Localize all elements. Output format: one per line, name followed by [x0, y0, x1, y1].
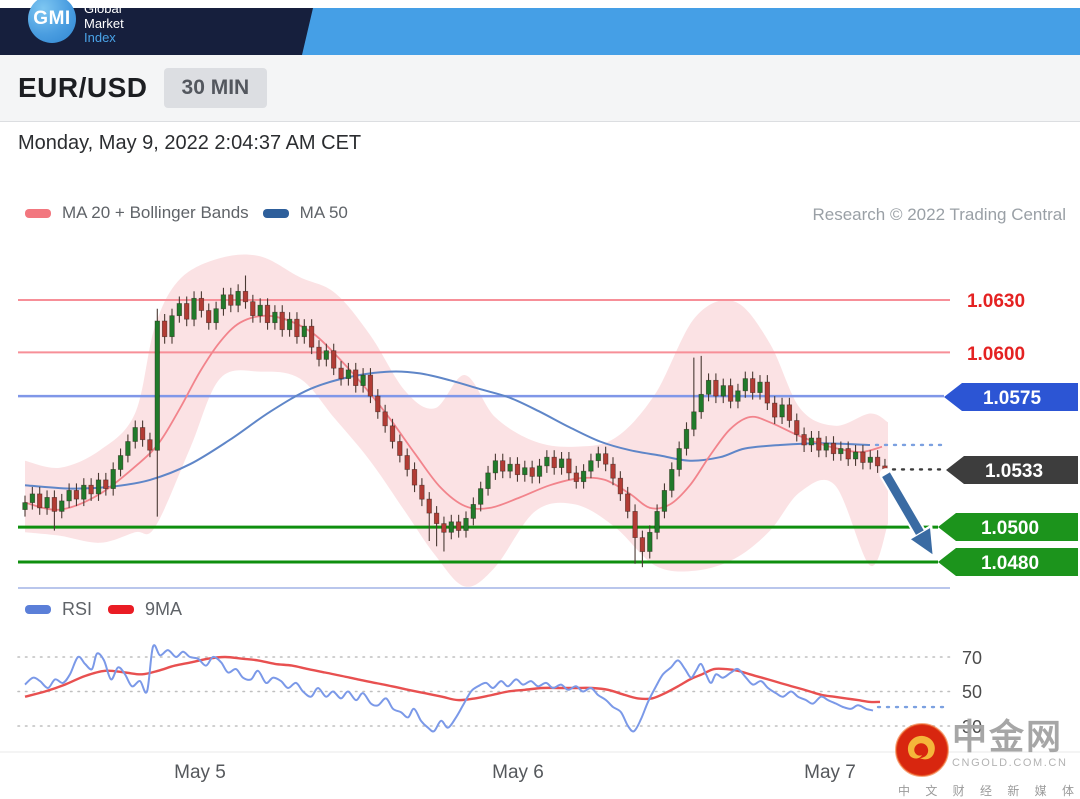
rsi-legend-swatch	[25, 605, 51, 614]
ma50-legend-swatch	[262, 208, 289, 218]
timeframe-badge[interactable]: 30 MIN	[163, 68, 268, 108]
legend-item-9ma: 9MA	[108, 599, 182, 620]
gmi-logo: GMI	[28, 0, 76, 43]
ma9-legend-label: 9MA	[145, 599, 183, 619]
header-bar	[0, 8, 1080, 55]
symbol-bar: EUR/USD 30 MIN	[0, 55, 1080, 122]
ma50-legend-label: MA 50	[299, 203, 348, 222]
last-price-label: 1.0533	[985, 461, 1043, 482]
legend-item-ma50: MA 50	[262, 203, 348, 223]
brand-text: Global Market Index	[84, 1, 124, 46]
support2-price-label: 1.0480	[981, 553, 1039, 574]
bollinger-legend-swatch	[25, 208, 51, 218]
legend-item-bollinger: MA 20 + Bollinger Bands	[25, 203, 249, 223]
rsi-legend-label: RSI	[62, 599, 93, 619]
resistance-label-1-0600: 1.0600	[967, 344, 1025, 365]
research-credit: Research © 2022 Trading Central	[812, 205, 1067, 224]
gmi-logo-text: GMI	[33, 8, 71, 29]
support2-price-tag: 1.0480	[938, 548, 1078, 576]
rsi-guide-label-30: 30	[962, 717, 982, 737]
last-price-tag: 1.0533	[946, 456, 1078, 484]
rsi-guide-label-50: 50	[962, 682, 982, 702]
x-axis-label-may5: May 5	[174, 762, 226, 783]
support1-price-label: 1.0500	[981, 518, 1039, 539]
pair-title: EUR/USD	[18, 72, 148, 103]
main-chart-legend: MA 20 + Bollinger Bands MA 50	[25, 203, 348, 223]
bollinger-legend-label: MA 20 + Bollinger Bands	[62, 203, 249, 222]
header-blue-accent	[302, 8, 1080, 55]
rsi-guide-label-70: 70	[962, 648, 982, 668]
cngold-watermark: 中金网 CNGOLD.COM.CN 中 文 财 经 新 媒 体	[894, 720, 1074, 799]
cngold-title: 中金网	[952, 718, 1064, 757]
x-axis-label-may7: May 7	[804, 762, 856, 783]
cngold-domain: CNGOLD.COM.CN	[952, 757, 1068, 769]
price-chart-svg: 1.0630 1.0600 1.0575 1.0533 1.0500 1.048…	[0, 254, 1080, 783]
pivot-price-label: 1.0575	[983, 388, 1042, 409]
legend-item-rsi: RSI	[25, 599, 92, 620]
rsi-legend: RSI 9MA	[25, 599, 182, 620]
ma9-legend-swatch	[108, 605, 135, 614]
chart-timestamp: Monday, May 9, 2022 2:04:37 AM CET	[18, 132, 362, 154]
brand-line-2: Market	[84, 15, 124, 31]
brand-line-1: Global	[84, 1, 122, 16]
resistance-label-1-0630: 1.0630	[967, 291, 1025, 312]
x-axis-label-may6: May 6	[492, 762, 544, 783]
chart-area: MA 20 + Bollinger Bands MA 50 Research ©…	[0, 165, 1080, 798]
cngold-logo-icon	[895, 723, 949, 777]
support1-price-tag: 1.0500	[938, 513, 1078, 541]
brand-line-3: Index	[84, 30, 116, 45]
pivot-price-tag: 1.0575	[944, 383, 1078, 411]
